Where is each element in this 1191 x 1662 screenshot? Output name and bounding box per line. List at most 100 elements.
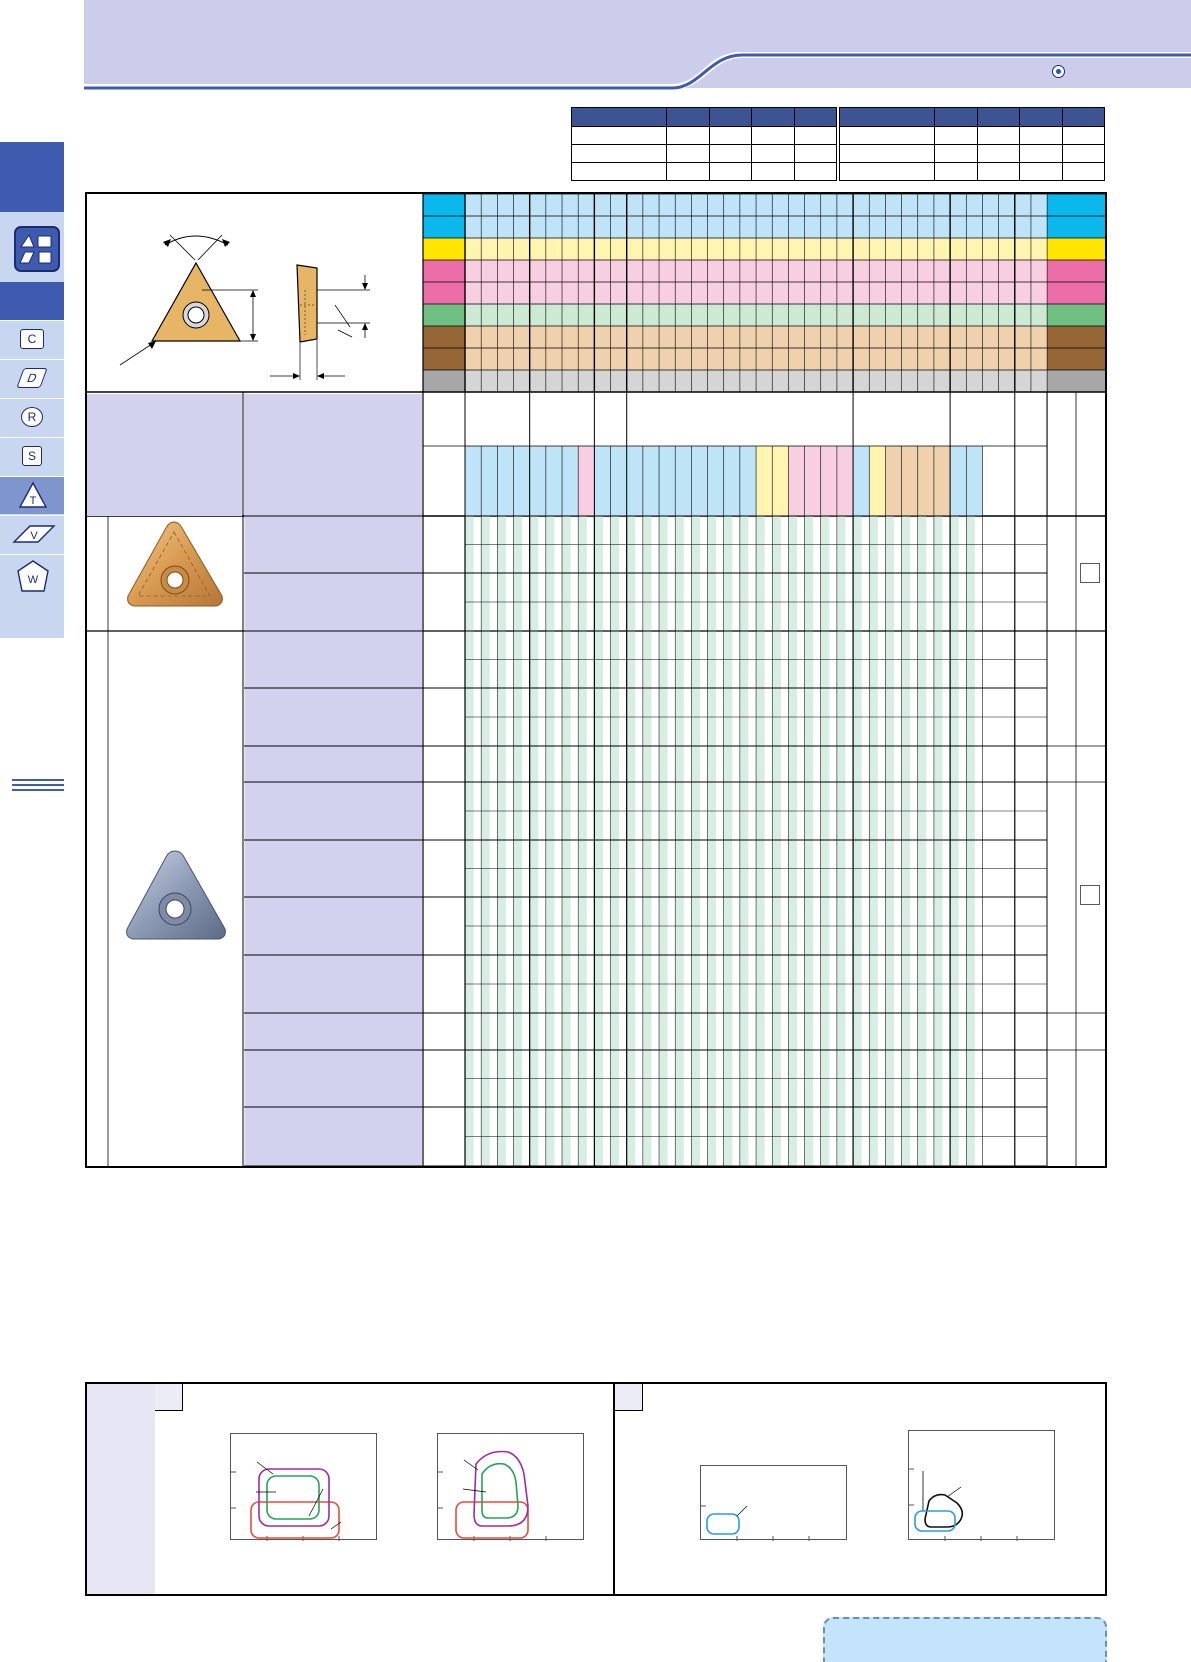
- grade-name-cell: [244, 897, 423, 955]
- grade-availability-cell: [465, 1013, 474, 1050]
- grade-header-cell: [836, 446, 854, 516]
- grade-availability-cell: [740, 1013, 749, 1050]
- grade-name-cell: [244, 955, 423, 1013]
- grade-name-cell: [244, 631, 423, 688]
- grade-header-cell: [497, 446, 514, 516]
- chip-control-chart-4: [908, 1430, 1055, 1541]
- grade-availability-cell: [837, 1013, 846, 1050]
- sidebar-item-V[interactable]: V: [0, 515, 64, 553]
- product-header-left: [87, 394, 242, 516]
- grade-availability-cell: [950, 746, 959, 782]
- grade-name-cell: [244, 1107, 423, 1166]
- grade-header-cell: [465, 446, 482, 516]
- insert-dimension-drawing: [119, 234, 370, 380]
- grade-header-cell: [675, 446, 692, 516]
- insert-shapes-icon[interactable]: [14, 226, 60, 272]
- grade-availability-cell: [918, 746, 927, 782]
- grade-availability-cell: [869, 1013, 878, 1050]
- chip-control-chart-3: [700, 1465, 847, 1541]
- grade-availability-cell: [772, 1013, 781, 1050]
- coated-insert-image: [127, 521, 223, 607]
- grade-header-cell: [626, 446, 643, 516]
- sidebar-item-C[interactable]: C: [0, 320, 64, 358]
- grade-availability-cell: [837, 746, 846, 782]
- panel-corner-label: [155, 1384, 183, 1411]
- spec-table-left: [571, 107, 837, 181]
- grade-availability-cell: [546, 746, 555, 782]
- grade-availability-cell: [934, 1013, 943, 1050]
- grade-availability-cell: [530, 746, 539, 782]
- cutting-range-label-col: [87, 1384, 155, 1594]
- sidebar-item-W[interactable]: W: [0, 554, 64, 600]
- R-shape-icon: R: [21, 407, 43, 427]
- grade-header-cell: [691, 446, 708, 516]
- grade-name-cell: [244, 573, 423, 631]
- grade-availability-cell: [724, 1013, 733, 1050]
- grade-availability-cell: [756, 746, 765, 782]
- grade-availability-cell: [708, 746, 717, 782]
- grade-availability-cell: [708, 1013, 717, 1050]
- grade-header-cell: [642, 446, 660, 516]
- stock-indicator-box[interactable]: [1080, 885, 1100, 905]
- insert-grade-table: [85, 192, 1107, 1168]
- grade-availability-cell: [481, 746, 490, 782]
- iso-M-block: [423, 238, 465, 260]
- product-header-mid: [244, 394, 422, 516]
- grade-availability-cell: [821, 746, 830, 782]
- grade-availability-cell: [514, 746, 523, 782]
- grade-name-cell: [244, 782, 423, 840]
- grade-availability-cell: [611, 1013, 620, 1050]
- grade-header-cell: [950, 446, 967, 516]
- grade-availability-cell: [885, 746, 895, 782]
- grade-availability-cell: [675, 746, 684, 782]
- menu-lines-icon[interactable]: [12, 779, 64, 793]
- grade-availability-cell: [902, 1013, 911, 1050]
- sidebar-item-R[interactable]: R: [0, 398, 64, 436]
- grade-header-cell: [594, 446, 611, 516]
- C-shape-icon: C: [20, 329, 44, 349]
- iso-N-block-right: [1047, 304, 1105, 326]
- chip-control-chart-2: [437, 1433, 584, 1541]
- grade-availability-cell: [788, 1013, 797, 1050]
- grade-name-cell: [244, 840, 423, 897]
- grade-name-cell: [244, 1013, 423, 1050]
- grade-availability-cell: [934, 746, 943, 782]
- grade-availability-cell: [594, 746, 603, 782]
- grade-availability-cell: [497, 746, 506, 782]
- grade-availability-cell: [594, 1013, 603, 1050]
- grade-availability-cell: [853, 746, 862, 782]
- S-shape-icon: S: [22, 446, 42, 466]
- stock-indicator-box[interactable]: [1080, 563, 1100, 583]
- grade-availability-cell: [691, 746, 700, 782]
- sidebar-item-T[interactable]: T: [0, 476, 64, 514]
- grade-availability-cell: [562, 746, 571, 782]
- page-header-band: [84, 0, 1191, 88]
- grade-header-cell: [659, 446, 676, 516]
- grade-name-cell: [244, 688, 423, 746]
- grade-header-cell: [513, 446, 530, 516]
- grade-availability-cell: [659, 746, 668, 782]
- grade-header-cell: [756, 446, 773, 516]
- grade-availability-cell: [966, 746, 975, 782]
- circle-arrow-icon[interactable]: [1052, 65, 1065, 78]
- grade-availability-cell: [821, 1013, 830, 1050]
- grade-name-cell: [244, 746, 423, 782]
- grade-availability-cell: [643, 1013, 652, 1050]
- grade-header-cell: [933, 446, 951, 516]
- grade-availability-cell: [546, 1013, 555, 1050]
- grade-availability-cell: [788, 746, 797, 782]
- grade-header-cell: [820, 446, 837, 516]
- grade-availability-cell: [966, 1013, 975, 1050]
- grade-availability-cell: [643, 746, 652, 782]
- grade-availability-cell: [611, 746, 620, 782]
- iso-H-block: [423, 370, 465, 392]
- grade-header-cell: [917, 446, 934, 516]
- grade-availability-cell: [869, 746, 878, 782]
- panel-corner-label: [615, 1384, 643, 1411]
- sidebar-item-D[interactable]: D: [0, 359, 64, 397]
- grade-header-cell: [545, 446, 563, 516]
- spec-table-right: [839, 107, 1105, 181]
- grade-availability-cell: [724, 746, 733, 782]
- grade-header-cell: [578, 446, 595, 516]
- sidebar-item-S[interactable]: S: [0, 437, 64, 475]
